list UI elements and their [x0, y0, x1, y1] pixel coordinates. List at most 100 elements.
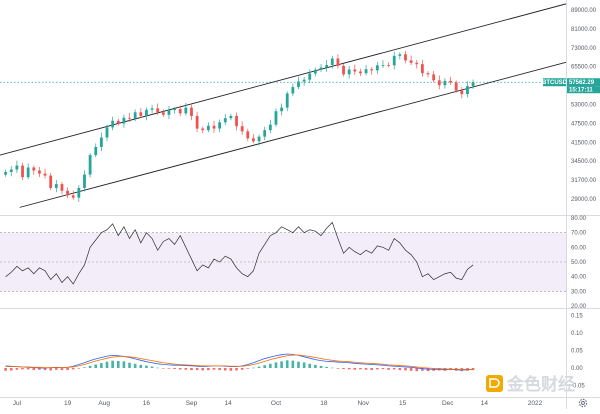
- candle: [66, 187, 69, 199]
- macd-histogram-bar: [257, 366, 261, 368]
- time-tick-label: 15: [399, 400, 407, 407]
- candle: [77, 185, 81, 202]
- macd-histogram-bar: [83, 367, 86, 368]
- macd-histogram-bar: [235, 368, 238, 371]
- macd-histogram-bar: [156, 367, 159, 369]
- macd-histogram-bar: [280, 361, 283, 368]
- rsi-tick-label: 80.00: [571, 216, 587, 222]
- macd-panel[interactable]: 0.15 0.10 0.05 0.00 -0.05: [4, 314, 585, 390]
- macd-histogram-bar: [353, 368, 357, 370]
- candle: [449, 76, 452, 86]
- macd-histogram-bar: [49, 368, 52, 371]
- macd-axis: 0.15 0.10 0.05 0.00 -0.05: [571, 314, 585, 390]
- channel-upper-line[interactable]: [0, 3, 566, 156]
- macd-histogram-bar: [60, 368, 64, 371]
- candle: [133, 109, 137, 122]
- macd-histogram-bar: [77, 368, 81, 369]
- macd-histogram-bar: [364, 368, 368, 370]
- macd-histogram: [4, 360, 475, 372]
- macd-histogram-bar: [173, 368, 176, 370]
- macd-histogram-bar: [128, 362, 131, 368]
- candle: [471, 79, 475, 89]
- time-tick-label: 2022: [528, 400, 543, 407]
- macd-histogram-bar: [88, 365, 92, 368]
- candle: [60, 182, 64, 195]
- rsi-tick-label: 50.00: [571, 260, 587, 266]
- candle: [139, 108, 143, 119]
- candle: [122, 114, 126, 128]
- gear-icon[interactable]: [578, 398, 588, 408]
- macd-histogram-bar: [167, 368, 171, 369]
- rsi-tick-label: 20.00: [571, 304, 587, 310]
- macd-histogram-bar: [252, 367, 255, 369]
- candle: [392, 51, 396, 70]
- time-tick-label: Aug: [98, 400, 110, 407]
- time-tick-label: Oct: [271, 400, 281, 407]
- time-axis: Jul 19 Aug 16 Sep 14 Oct 18 Nov 15 Dec 14 2022: [13, 400, 543, 407]
- macd-histogram-bar: [178, 368, 182, 370]
- macd-histogram-bar: [404, 368, 407, 371]
- macd-histogram-bar: [133, 363, 137, 368]
- price-panel[interactable]: 89000.0081000.0073000.0065500.0059000.00…: [0, 3, 600, 208]
- price-tick-label: 65500.00: [571, 65, 597, 71]
- candle: [71, 190, 75, 200]
- macd-histogram-bar: [392, 368, 396, 370]
- last-price-tag: BTCUSD 57562.29 15:17:11: [542, 78, 600, 94]
- candle: [330, 55, 334, 69]
- macd-histogram-bar: [4, 368, 7, 371]
- time-tick-label: 19: [64, 400, 72, 407]
- candle: [308, 69, 312, 84]
- time-tick-label: 14: [224, 400, 232, 407]
- macd-histogram-bar: [71, 368, 75, 370]
- candle: [38, 167, 41, 178]
- macd-histogram-bar: [342, 368, 345, 370]
- macd-histogram-bar: [291, 360, 295, 368]
- macd-histogram-bar: [223, 368, 227, 371]
- rsi-band: [0, 232, 566, 292]
- candle: [223, 114, 227, 126]
- macd-histogram-bar: [162, 368, 165, 369]
- macd-histogram-bar: [370, 368, 374, 371]
- candle: [32, 165, 36, 175]
- candle: [466, 81, 469, 98]
- macd-histogram-bar: [376, 368, 379, 370]
- macd-histogram-bar: [471, 368, 475, 371]
- candle: [342, 63, 345, 77]
- candle: [280, 103, 283, 116]
- candle: [353, 64, 357, 76]
- macd-histogram-bar: [190, 368, 193, 371]
- candle: [150, 104, 154, 114]
- price-tag: [567, 78, 600, 87]
- candle: [347, 66, 351, 79]
- macd-histogram-bar: [218, 368, 221, 371]
- channel-lower-line[interactable]: [19, 61, 566, 208]
- candle: [9, 166, 13, 177]
- time-tick-label: Sep: [186, 400, 198, 407]
- macd-histogram-bar: [26, 368, 30, 370]
- rsi-panel[interactable]: 80.00 70.00 60.00 50.00 40.00 30.00 20.00: [0, 216, 587, 310]
- candlesticks: [4, 50, 475, 202]
- macd-histogram-bar: [43, 368, 47, 371]
- price-tick-label: 29000.00: [571, 197, 597, 203]
- macd-histogram-bar: [381, 368, 385, 370]
- watermark-logo: [486, 375, 503, 392]
- watermark: 金色财经: [486, 374, 575, 394]
- candle: [432, 70, 436, 83]
- candle: [94, 143, 98, 158]
- signal-line: [5, 354, 474, 370]
- candle: [229, 113, 233, 121]
- price-tick-label: 34500.00: [571, 159, 597, 165]
- macd-histogram-bar: [184, 368, 188, 370]
- time-tick-label: 16: [143, 400, 151, 407]
- macd-histogram-bar: [285, 360, 289, 368]
- candle: [15, 160, 19, 174]
- candle: [263, 126, 267, 141]
- candle: [268, 119, 272, 133]
- macd-histogram-bar: [319, 365, 323, 368]
- price-tick-label: 73000.00: [571, 46, 597, 52]
- candle: [443, 78, 447, 89]
- candle: [184, 102, 188, 116]
- macd-histogram-bar: [94, 364, 98, 368]
